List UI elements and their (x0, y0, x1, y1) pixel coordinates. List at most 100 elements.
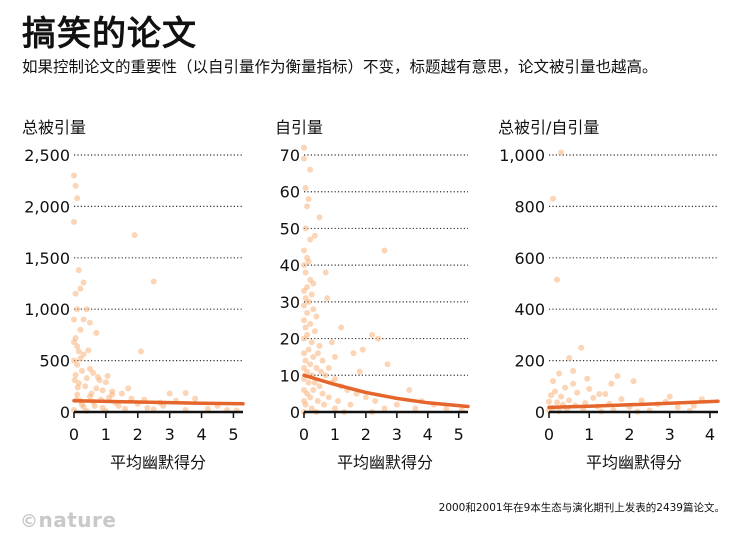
data-point (74, 195, 81, 202)
data-point (182, 389, 189, 396)
data-point (690, 402, 697, 409)
data-point (94, 374, 101, 381)
data-point (322, 269, 329, 276)
data-point (335, 397, 342, 404)
x-tick-label: 0 (544, 425, 554, 444)
data-point (74, 343, 81, 350)
page-subtitle: 如果控制论文的重要性（以自引量作为衡量指标）不变，标题越有意思，论文被引量也越高… (22, 58, 658, 76)
y-tick-label: 40 (280, 256, 300, 275)
data-point (558, 393, 565, 400)
data-point (74, 306, 81, 313)
data-point (319, 390, 326, 397)
data-point (204, 405, 211, 412)
data-point (72, 182, 79, 189)
data-point (305, 258, 312, 265)
data-point (305, 346, 312, 353)
data-point (304, 309, 311, 316)
data-point (93, 385, 100, 392)
x-tick-label: 1 (101, 425, 111, 444)
data-point (319, 357, 326, 364)
data-point (302, 324, 309, 331)
data-point (674, 404, 681, 411)
data-point (318, 368, 325, 375)
data-point (302, 185, 309, 192)
data-point (324, 295, 331, 302)
data-point (350, 350, 357, 357)
y-tick-label: 500 (39, 352, 70, 371)
y-tick-label: 200 (514, 352, 545, 371)
data-point (80, 316, 87, 323)
y-tick-label: 50 (280, 219, 300, 238)
data-point (74, 361, 81, 368)
data-point (554, 399, 561, 406)
data-point (71, 316, 77, 323)
data-point (99, 387, 106, 394)
data-point (166, 390, 173, 397)
data-point (86, 365, 93, 372)
x-tick-label: 3 (392, 425, 402, 444)
y-tick-label: 10 (280, 366, 300, 385)
y-tick-label: 400 (514, 300, 545, 319)
data-point (602, 391, 609, 398)
data-point (311, 232, 318, 239)
y-tick-label: 1,000 (499, 146, 545, 165)
y-tick-label: 1,500 (24, 249, 70, 268)
x-axis-label: 平均幽默得分 (110, 453, 206, 472)
data-point (310, 306, 317, 313)
data-point (301, 317, 307, 324)
data-point (558, 149, 565, 156)
data-point (316, 214, 323, 221)
data-point (666, 393, 673, 400)
data-point (590, 394, 597, 401)
trend-line (72, 398, 245, 406)
data-point (307, 361, 314, 368)
data-point (301, 350, 307, 357)
data-point (305, 379, 312, 386)
data-point (86, 319, 93, 326)
data-point (311, 328, 318, 335)
data-point (375, 335, 382, 342)
data-point (331, 353, 338, 360)
data-point (90, 369, 97, 376)
data-point (570, 367, 577, 374)
data-point (82, 383, 89, 390)
data-point (77, 285, 84, 292)
data-point (75, 348, 82, 355)
data-point (556, 370, 563, 377)
y-tick-label: 70 (280, 146, 300, 165)
data-point (313, 364, 320, 371)
data-point (302, 357, 309, 364)
data-point (104, 373, 111, 380)
y-tick-label: 2,000 (24, 197, 70, 216)
data-point (118, 390, 125, 397)
data-point (71, 377, 78, 384)
data-point (102, 379, 109, 386)
data-point (638, 397, 645, 404)
x-tick-label: 2 (133, 425, 143, 444)
data-point (305, 298, 312, 305)
data-point (72, 290, 79, 297)
data-point (338, 324, 345, 331)
data-point (325, 364, 332, 371)
data-point (578, 344, 585, 351)
data-point (301, 287, 307, 294)
data-point (302, 269, 309, 276)
x-tick-label: 5 (228, 425, 238, 444)
data-point (137, 348, 144, 355)
data-point (322, 372, 329, 379)
data-point (85, 347, 92, 354)
y-tick-label: 0 (60, 403, 70, 422)
data-point (596, 391, 603, 398)
data-point (308, 405, 315, 412)
data-point (72, 371, 79, 378)
data-point (83, 306, 90, 313)
data-point (308, 291, 315, 298)
data-point (302, 401, 309, 408)
data-point (310, 386, 317, 393)
x-tick-label: 1 (330, 425, 340, 444)
nature-logo: ©nature (20, 508, 117, 532)
data-point (412, 405, 419, 412)
data-point (584, 375, 591, 382)
data-point (307, 394, 314, 401)
